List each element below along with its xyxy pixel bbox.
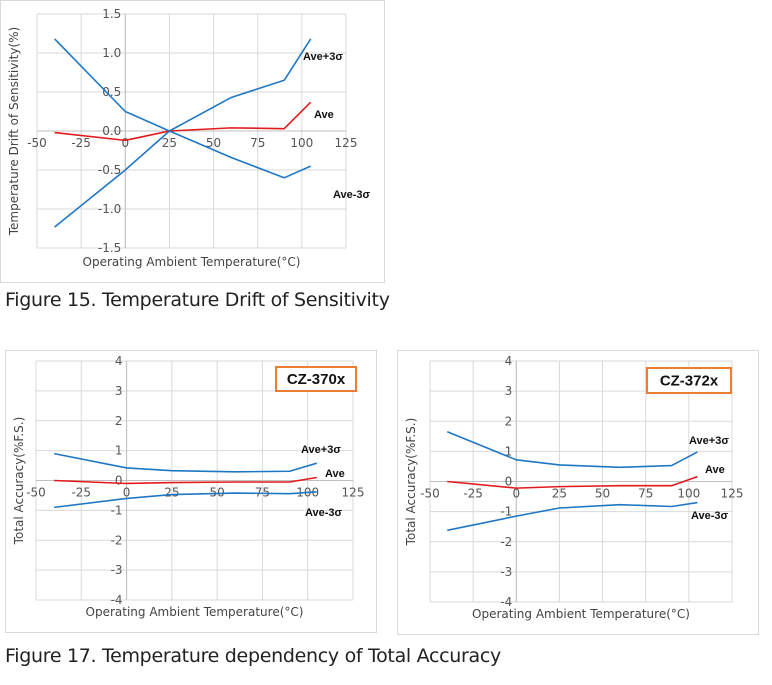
y-axis-title: Temperature Drift of Sensitivity(%) <box>7 27 21 237</box>
y-tick-label: -4 <box>111 593 123 607</box>
x-tick-label: -25 <box>71 136 91 150</box>
series-label: Ave+3σ <box>689 435 729 447</box>
x-tick-label: 125 <box>335 136 358 150</box>
series-label: Ave-3σ <box>691 510 729 522</box>
x-tick-label: 100 <box>677 487 700 501</box>
x-tick-label: 25 <box>162 136 177 150</box>
series-label: Ave <box>325 468 345 480</box>
model-badge-text: CZ-370x <box>287 371 346 388</box>
y-tick-label: 1.5 <box>102 7 121 21</box>
series-line <box>447 501 698 532</box>
y-tick-label: 3 <box>115 384 123 398</box>
series-label: Ave <box>314 109 334 121</box>
x-tick-label: 75 <box>250 136 265 150</box>
x-axis-title: Operating Ambient Temperature(°C) <box>83 255 301 269</box>
series-label: Ave-3σ <box>333 189 371 201</box>
x-tick-label: 25 <box>552 487 567 501</box>
y-tick-label: 0 <box>115 474 123 488</box>
series-line <box>54 38 312 132</box>
x-tick-label: 125 <box>342 486 365 500</box>
x-tick-label: 125 <box>721 487 744 501</box>
y-tick-label: 4 <box>505 354 513 368</box>
series-label: Ave-3σ <box>305 507 343 519</box>
y-tick-label: 4 <box>115 354 123 368</box>
y-tick-label: 0 <box>505 475 513 489</box>
y-tick-label: -1.0 <box>98 202 121 216</box>
figure-15-caption: Figure 15. Temperature Drift of Sensitiv… <box>5 289 390 311</box>
accuracy-chart-cz-370x: -4 -3 -2 -1 0 1 2 3 4 -50 -25 0 25 50 75 100 125 Operatin… <box>5 350 377 633</box>
y-tick-label: 1 <box>505 444 513 458</box>
y-tick-label: 2 <box>115 414 123 428</box>
series-label: Ave <box>705 464 725 476</box>
y-tick-label: 1 <box>115 444 123 458</box>
model-badge-text: CZ-372x <box>660 373 719 390</box>
y-tick-label: -2 <box>111 533 123 547</box>
x-tick-label: -50 <box>26 486 46 500</box>
y-tick-label: -1 <box>500 505 512 519</box>
series-line <box>54 491 317 509</box>
series-line <box>54 130 312 228</box>
x-tick-label: 75 <box>255 486 270 500</box>
x-tick-label: 0 <box>512 487 520 501</box>
figure-17-caption: Figure 17. Temperature dependency of Tot… <box>5 645 501 667</box>
x-tick-label: 50 <box>595 487 610 501</box>
sensitivity-drift-plot: -1.5 -1.0 -0.5 0.0 0.5 1.0 1.5 -50 -25 0 25 50 75 100… <box>7 7 371 269</box>
series-label: Ave+3σ <box>301 444 341 456</box>
y-tick-label: 0.0 <box>102 124 121 138</box>
x-tick-label: -25 <box>71 486 91 500</box>
x-tick-label: -25 <box>463 487 483 501</box>
model-badge <box>646 367 732 394</box>
y-tick-label: -2 <box>500 535 512 549</box>
series-line <box>54 476 317 485</box>
x-tick-label: -50 <box>27 136 47 150</box>
sensitivity-drift-chart: -1.5 -1.0 -0.5 0.0 0.5 1.0 1.5 -50 -25 0 25 50 75 100… <box>0 0 385 283</box>
x-tick-label: -50 <box>420 487 440 501</box>
y-tick-label: -3 <box>111 563 123 577</box>
x-tick-label: 75 <box>638 487 653 501</box>
model-badge <box>275 366 357 392</box>
series-line <box>446 431 698 469</box>
accuracy-chart-cz-372x: -4 -3 -2 -1 0 1 2 3 4 -50 -25 0 25 50 75 100 125 Operatin… <box>397 350 759 635</box>
series-label: Ave+3σ <box>303 51 343 63</box>
x-tick-label: 25 <box>164 486 179 500</box>
x-tick-label: 100 <box>290 136 313 150</box>
y-tick-label: -0.5 <box>98 163 121 177</box>
y-axis-title: Total Accuracy(%F.S.) <box>404 418 418 547</box>
x-axis-title: Operating Ambient Temperature(°C) <box>472 607 690 621</box>
x-tick-label: 0 <box>123 486 131 500</box>
y-tick-label: -3 <box>500 565 512 579</box>
x-tick-label: 0 <box>121 136 129 150</box>
series-line <box>447 475 698 489</box>
y-tick-label: -4 <box>500 595 512 609</box>
y-tick-label: 0.5 <box>102 85 121 99</box>
series-line <box>53 452 317 473</box>
y-tick-label: 2 <box>505 414 513 428</box>
y-tick-label: 3 <box>505 384 513 398</box>
y-tick-label: 1.0 <box>102 46 121 60</box>
y-axis-title: Total Accuracy(%F.S.) <box>12 417 26 546</box>
series-line <box>54 101 312 142</box>
y-tick-label: -1.5 <box>98 241 121 255</box>
x-tick-label: 50 <box>206 136 221 150</box>
x-tick-label: 50 <box>210 486 225 500</box>
y-tick-label: -1 <box>111 503 123 517</box>
x-axis-title: Operating Ambient Temperature(°C) <box>86 605 304 619</box>
